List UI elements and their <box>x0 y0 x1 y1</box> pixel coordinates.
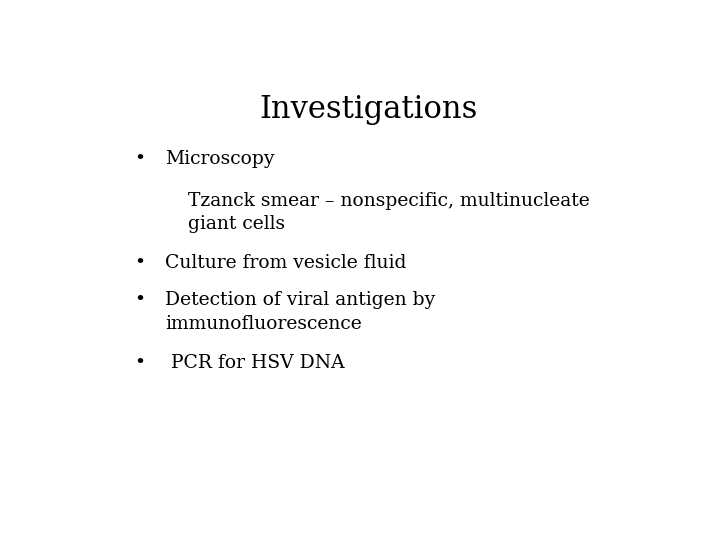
Text: •: • <box>135 254 145 272</box>
Text: Investigations: Investigations <box>260 94 478 125</box>
Text: PCR for HSV DNA: PCR for HSV DNA <box>166 354 345 372</box>
Text: •: • <box>135 354 145 372</box>
Text: •: • <box>135 292 145 309</box>
Text: Microscopy: Microscopy <box>166 150 275 168</box>
Text: Detection of viral antigen by
immunofluorescence: Detection of viral antigen by immunofluo… <box>166 292 436 333</box>
Text: •: • <box>135 150 145 168</box>
Text: Tzanck smear – nonspecific, multinucleate
giant cells: Tzanck smear – nonspecific, multinucleat… <box>188 192 590 233</box>
Text: Culture from vesicle fluid: Culture from vesicle fluid <box>166 254 407 272</box>
